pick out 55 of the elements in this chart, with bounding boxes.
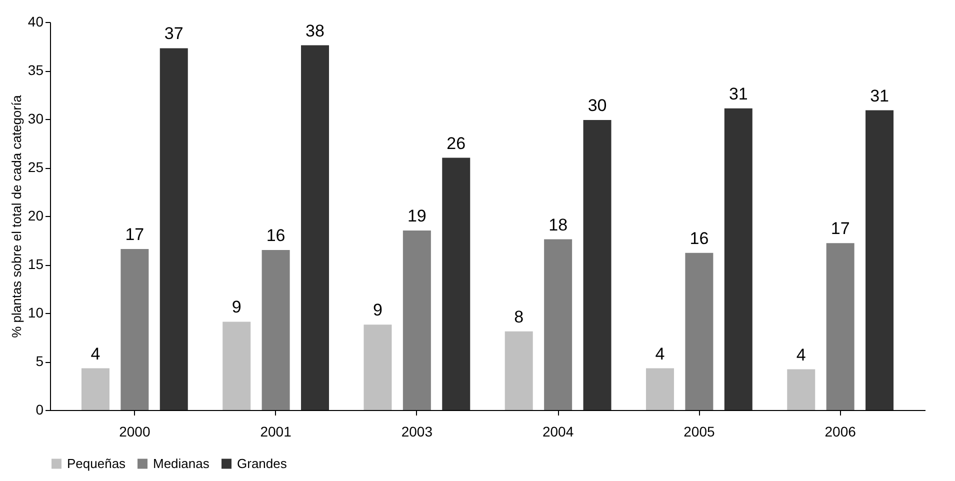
bar bbox=[685, 252, 714, 410]
bar bbox=[866, 110, 894, 410]
bar bbox=[81, 368, 110, 410]
data-label: 9 bbox=[373, 300, 382, 320]
data-label: 17 bbox=[125, 224, 144, 244]
bar bbox=[583, 120, 612, 410]
data-label: 38 bbox=[306, 21, 324, 40]
x-tick-label: 2001 bbox=[260, 424, 292, 440]
bar bbox=[826, 243, 854, 410]
data-label: 4 bbox=[90, 344, 100, 364]
data-label: 4 bbox=[796, 345, 806, 364]
legend-label: Medianas bbox=[153, 456, 210, 471]
bar bbox=[120, 248, 149, 410]
x-tick-label: 2000 bbox=[119, 424, 150, 440]
bar bbox=[364, 324, 392, 410]
bar bbox=[724, 108, 752, 410]
x-tick-label: 2004 bbox=[542, 424, 574, 440]
bar bbox=[544, 239, 572, 410]
data-label: 16 bbox=[266, 226, 286, 245]
legend-label: Grandes bbox=[237, 456, 288, 471]
y-tick-label: 20 bbox=[28, 208, 44, 224]
x-tick-label: 2006 bbox=[824, 424, 856, 440]
data-label: 4 bbox=[655, 344, 665, 364]
y-tick-label: 30 bbox=[28, 110, 44, 126]
bar bbox=[222, 322, 251, 410]
y-axis-title: % plantas sobre el total de cada categoría bbox=[8, 94, 24, 338]
data-label: 16 bbox=[690, 228, 709, 248]
bar bbox=[301, 45, 330, 410]
bar bbox=[402, 230, 431, 410]
y-tick-label: 10 bbox=[28, 304, 44, 320]
bar bbox=[442, 158, 470, 410]
data-label: 31 bbox=[728, 84, 748, 104]
y-tick-label: 35 bbox=[28, 62, 44, 78]
y-tick-label: 5 bbox=[36, 353, 44, 369]
data-label: 26 bbox=[446, 134, 466, 153]
data-label: 37 bbox=[164, 24, 184, 44]
y-tick-label: 0 bbox=[36, 402, 44, 418]
x-tick-label: 2003 bbox=[401, 424, 433, 440]
data-label: 19 bbox=[407, 206, 426, 226]
data-label: 8 bbox=[514, 307, 524, 326]
y-tick-label: 15 bbox=[28, 256, 44, 272]
data-label: 18 bbox=[548, 215, 568, 234]
data-label: 9 bbox=[232, 298, 242, 317]
data-label: 30 bbox=[588, 96, 607, 115]
data-label: 31 bbox=[870, 86, 889, 106]
bar bbox=[262, 250, 290, 410]
x-tick-label: 2005 bbox=[684, 424, 715, 440]
bar bbox=[646, 368, 674, 410]
y-tick-label: 25 bbox=[28, 159, 44, 175]
y-tick-label: 40 bbox=[28, 14, 44, 30]
legend-label: Pequeñas bbox=[67, 456, 126, 471]
data-label: 17 bbox=[830, 219, 850, 238]
bar bbox=[787, 369, 816, 410]
bar bbox=[504, 331, 533, 410]
bar bbox=[160, 48, 188, 410]
